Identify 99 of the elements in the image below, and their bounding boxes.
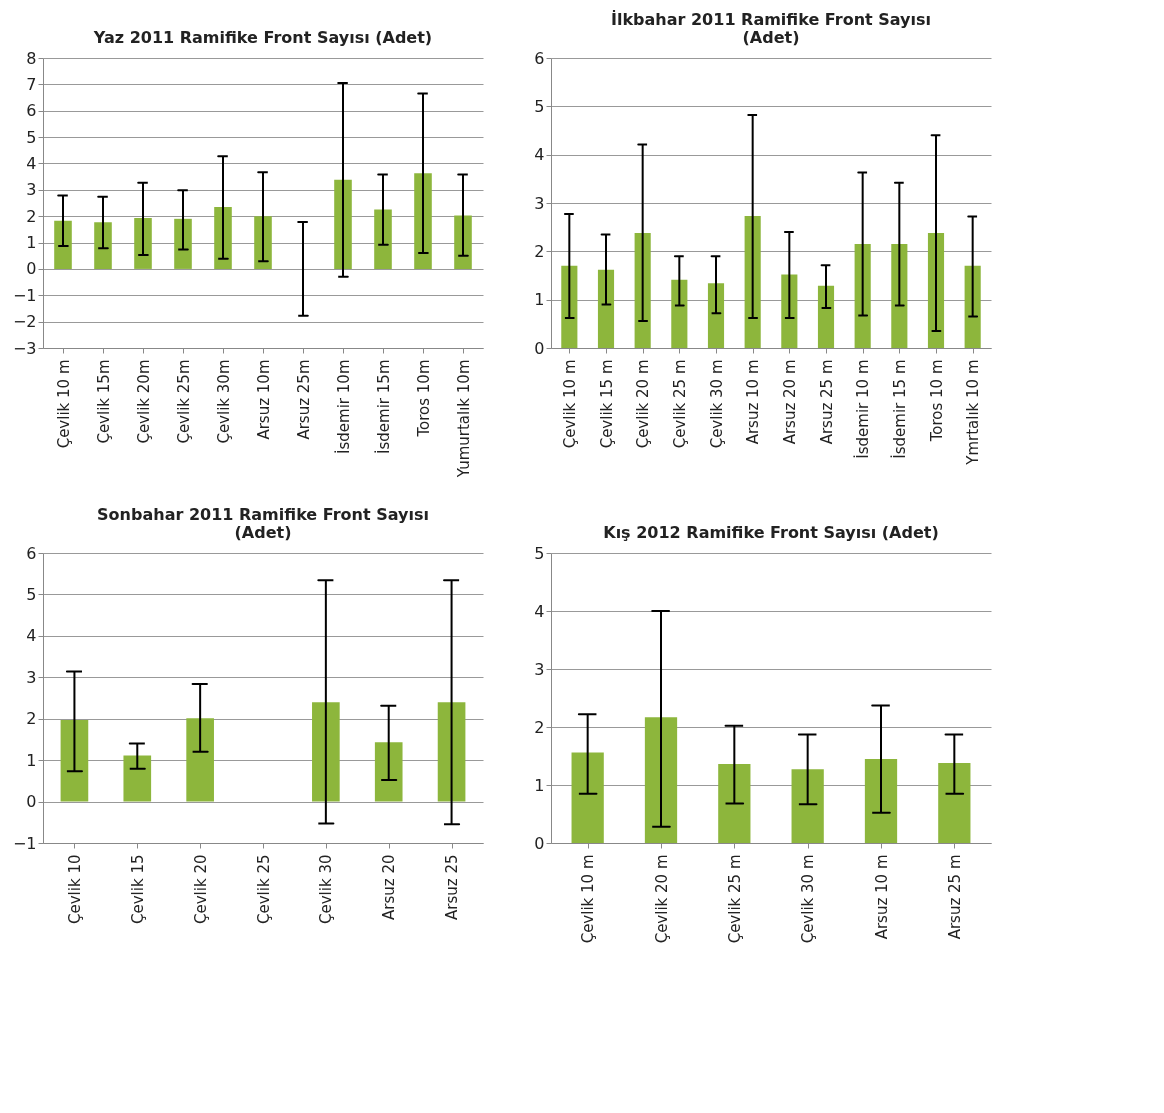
chart-title: Yaz 2011 Ramifike Front Sayısı (Adet) xyxy=(92,28,433,47)
x-tick-label: İsdemir 10m xyxy=(333,359,353,454)
x-tick-label: İsdemir 15m xyxy=(373,359,393,454)
x-tick-label: Çevlik 20 m xyxy=(652,854,671,944)
bar xyxy=(186,718,214,802)
y-tick-label: 5 xyxy=(534,543,545,563)
y-tick-label: 7 xyxy=(26,74,37,94)
bar xyxy=(374,209,392,269)
x-tick-label: Arsuz 20 m xyxy=(780,359,799,445)
bar xyxy=(718,764,751,843)
bar xyxy=(781,274,798,348)
bar xyxy=(123,755,152,802)
chart-title: Sonbahar 2011 Ramifike Front Sayısı (Adet) xyxy=(97,505,429,542)
bar xyxy=(891,244,908,348)
bar xyxy=(561,265,578,348)
y-tick-label: 0 xyxy=(534,833,545,853)
y-tick-label: 0 xyxy=(534,338,545,358)
x-tick-label: Çevlik 15 xyxy=(128,854,147,924)
x-tick-label: İsdemir 15 m xyxy=(889,359,909,459)
bar xyxy=(454,215,472,269)
x-tick-label: Çevlik 10 m xyxy=(54,359,73,449)
x-tick-label: Arsuz 25 m xyxy=(817,359,836,445)
bar xyxy=(644,717,678,843)
x-tick-label: Arsuz 10 m xyxy=(872,854,891,940)
x-tick-label: Ymrtalık 10 m xyxy=(964,359,983,466)
x-tick-label: Arsuz 20 xyxy=(380,854,399,920)
x-tick-label: Çevlik 30m xyxy=(214,359,233,444)
x-tick-label: Çevlik 15m xyxy=(94,359,113,444)
y-tick-label: 1 xyxy=(26,233,37,253)
y-tick-label: 4 xyxy=(534,601,545,621)
bar xyxy=(60,719,89,802)
chart-title: İlkbahar 2011 Ramifike Front Sayısı (Adet) xyxy=(611,10,931,47)
y-tick-label: 3 xyxy=(534,193,545,213)
y-tick-label: 3 xyxy=(26,180,37,200)
x-tick-label: Çevlik 10 m xyxy=(560,359,579,449)
x-tick-label: Arsuz 10 m xyxy=(744,359,763,445)
y-tick-label: 4 xyxy=(26,626,37,646)
y-tick-label: 5 xyxy=(26,584,37,604)
x-tick-label: Çevlik 25 m xyxy=(725,854,744,944)
y-tick-label: 3 xyxy=(534,659,545,679)
y-tick-label: 6 xyxy=(26,543,37,563)
y-tick-label: 4 xyxy=(26,153,37,173)
bar xyxy=(174,218,192,269)
y-tick-label: 5 xyxy=(26,127,37,147)
bar xyxy=(864,758,898,843)
x-tick-label: Çevlik 15 m xyxy=(597,359,616,449)
y-tick-label: 1 xyxy=(534,775,545,795)
y-tick-label: −3 xyxy=(12,338,37,358)
x-tick-label: Toros 10m xyxy=(414,359,433,438)
bar xyxy=(94,222,112,269)
x-tick-label: Çevlik 30 m xyxy=(707,359,726,449)
bar xyxy=(854,244,871,348)
y-tick-label: 1 xyxy=(26,750,37,770)
y-tick-label: 5 xyxy=(534,96,545,116)
x-tick-label: Çevlik 20 m xyxy=(634,359,653,449)
x-tick-label: Çevlik 30 xyxy=(317,854,336,924)
y-tick-label: 2 xyxy=(534,717,545,737)
bar xyxy=(374,742,403,802)
y-tick-label: −1 xyxy=(12,833,37,853)
bar xyxy=(938,762,971,843)
x-tick-label: Çevlik 30 m xyxy=(799,854,818,944)
bar xyxy=(707,283,725,348)
bar xyxy=(671,279,688,348)
x-tick-label: Toros 10 m xyxy=(927,359,946,443)
y-tick-label: 3 xyxy=(26,667,37,687)
y-tick-label: 1 xyxy=(534,290,545,310)
x-tick-label: Arsuz 25m xyxy=(294,359,313,440)
x-tick-label: Çevlik 10 m xyxy=(579,854,598,944)
x-tick-label: Çevlik 10 xyxy=(65,854,84,924)
y-tick-label: 8 xyxy=(26,48,37,68)
y-tick-label: 4 xyxy=(534,145,545,165)
x-tick-label: Arsuz 10m xyxy=(254,359,273,440)
y-tick-label: 0 xyxy=(26,259,37,279)
x-tick-label: Çevlik 25m xyxy=(174,359,193,444)
bar xyxy=(437,702,466,802)
y-tick-label: 6 xyxy=(534,48,545,68)
bar xyxy=(597,269,615,348)
bar xyxy=(964,265,981,348)
y-tick-label: 2 xyxy=(534,241,545,261)
bar xyxy=(817,285,835,348)
y-tick-label: 6 xyxy=(26,101,37,121)
bar xyxy=(312,702,340,802)
x-tick-label: Arsuz 25 m xyxy=(945,854,964,940)
bar xyxy=(791,769,824,843)
x-tick-label: Çevlik 25 m xyxy=(670,359,689,449)
x-tick-label: Çevlik 20 xyxy=(191,854,210,924)
bar xyxy=(54,220,72,269)
y-tick-label: −1 xyxy=(12,285,37,305)
y-tick-label: 2 xyxy=(26,709,37,729)
y-tick-label: −2 xyxy=(12,312,37,332)
y-tick-label: 2 xyxy=(26,206,37,226)
bar xyxy=(571,752,604,843)
x-tick-label: Çevlik 25 xyxy=(254,854,273,924)
y-tick-label: 0 xyxy=(26,792,37,812)
x-tick-label: İsdemir 10 m xyxy=(853,359,873,459)
x-tick-label: Yumurtalık 10m xyxy=(454,359,473,479)
x-tick-label: Çevlik 20m xyxy=(134,359,153,444)
chart-title: Kış 2012 Ramifike Front Sayısı (Adet) xyxy=(603,523,939,542)
x-tick-label: Arsuz 25 xyxy=(443,854,462,920)
